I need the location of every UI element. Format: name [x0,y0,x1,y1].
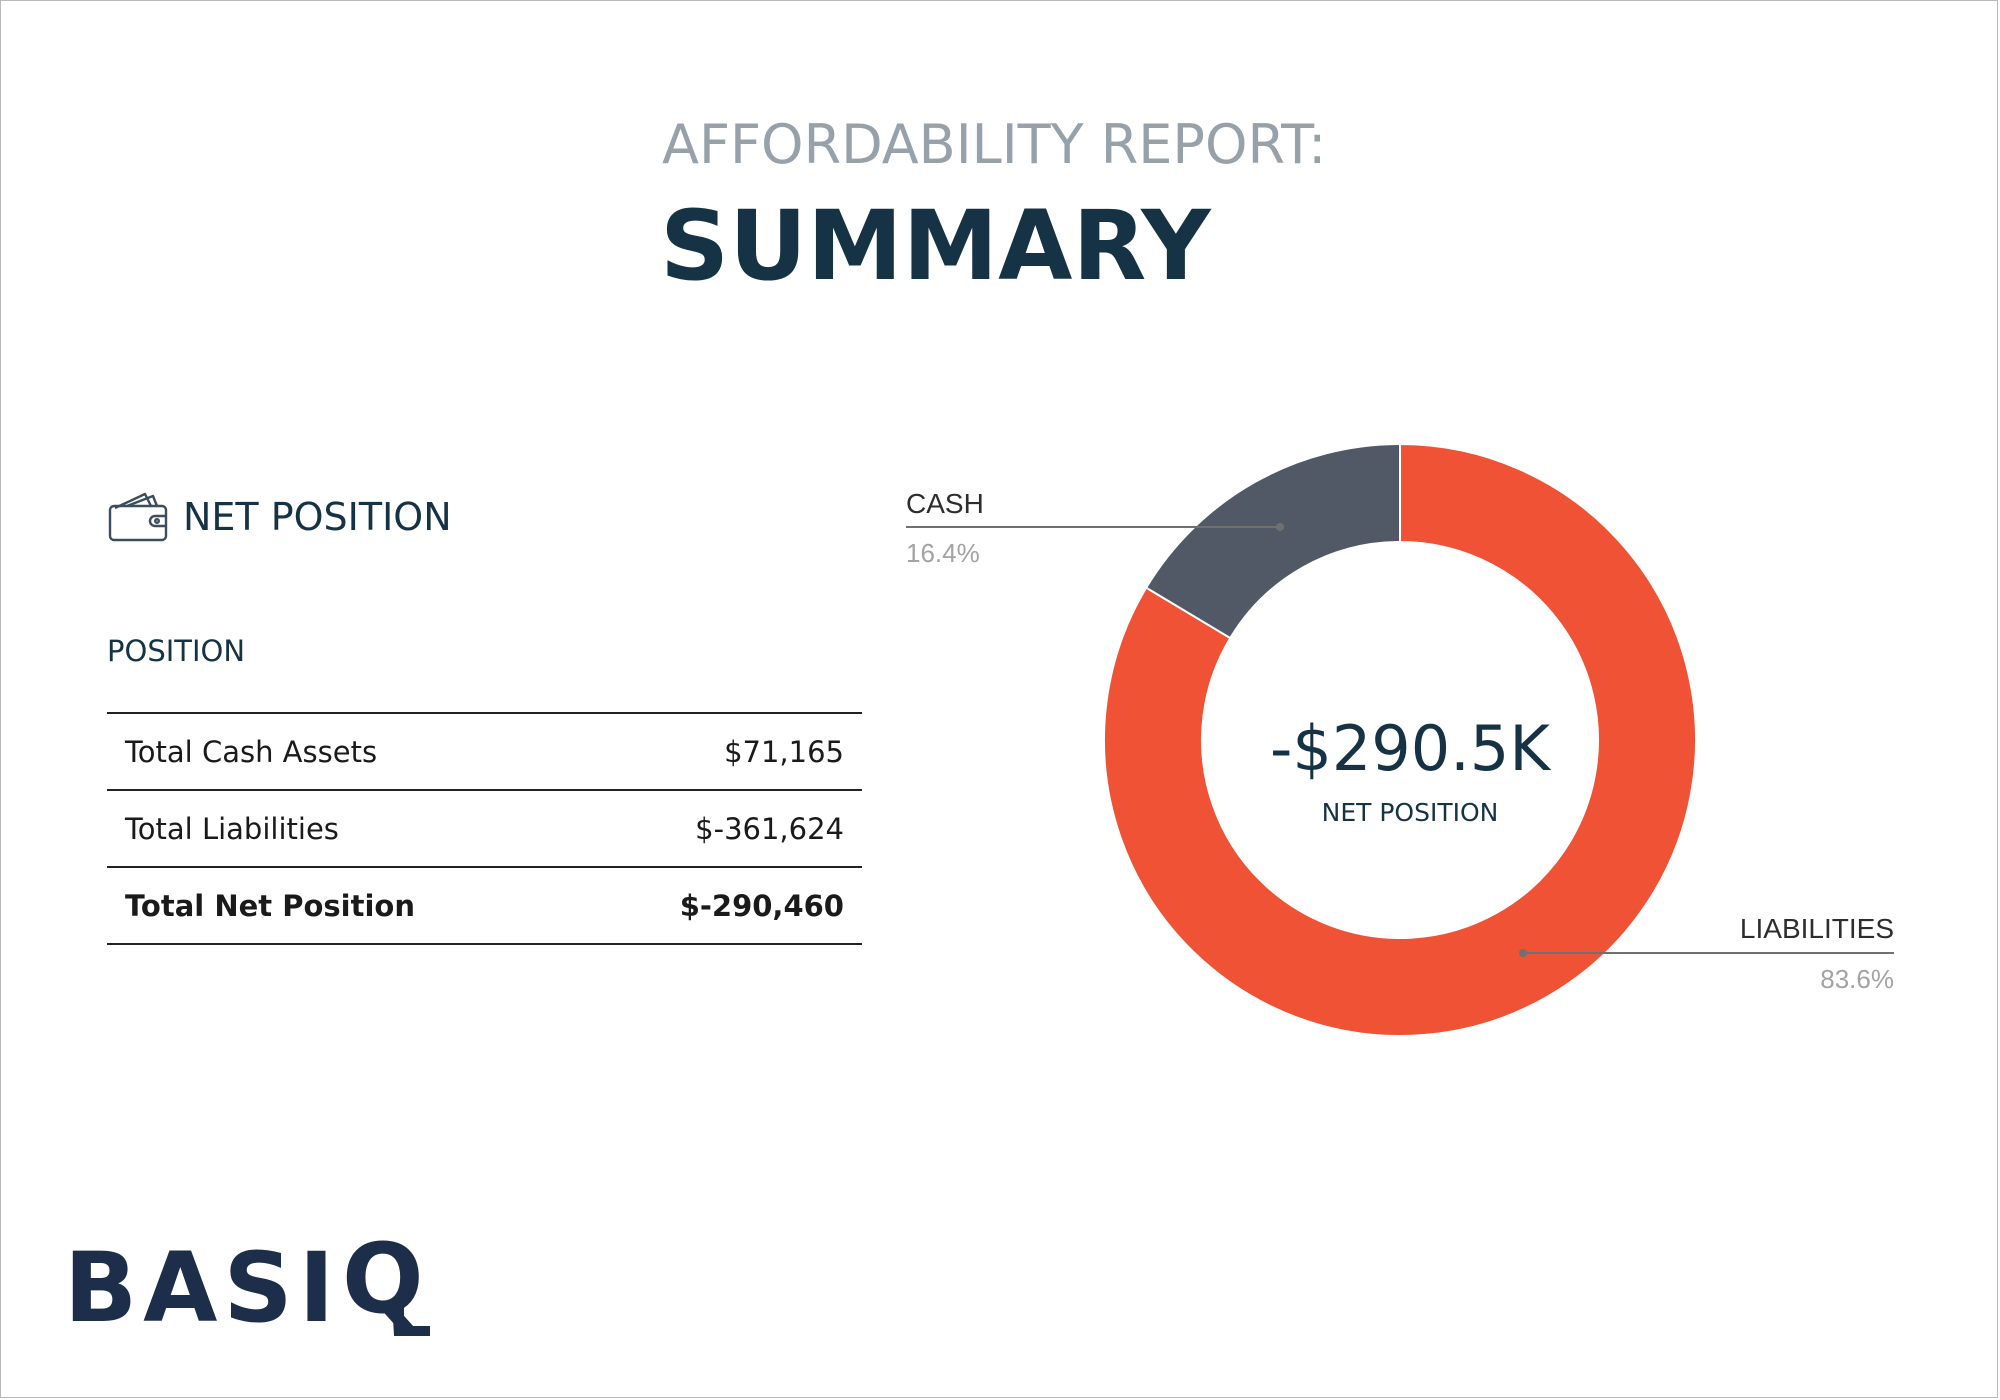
donut-slice-cash [1144,442,1401,640]
donut-center-value: -$290.5K [1270,712,1550,785]
donut-slice-liabilities [1103,442,1697,1037]
page-title: SUMMARY [660,190,1211,302]
wallet-icon [108,492,168,542]
row-label: Total Liabilities [125,811,339,846]
row-value: $-290,460 [679,888,844,923]
liabilities-callout-label: LIABILITIES [1739,913,1894,944]
cash-leader-line-dot [1276,523,1284,531]
section-title: NET POSITION [183,495,452,539]
position-table: Total Cash Assets $71,165 Total Liabilit… [107,712,862,945]
cash-callout-percent: 16.4% [906,538,980,568]
section-heading: NET POSITION [107,490,452,544]
basiq-logo: BASI Q [64,1226,436,1336]
table-row: Total Liabilities $-361,624 [107,791,862,868]
liabilities-leader-line-dot [1519,949,1527,957]
row-label: Total Cash Assets [125,734,378,769]
report-subtitle: AFFORDABILITY REPORT: [662,113,1327,176]
logo-wordmark: BASI [64,1232,341,1344]
cash-callout-label: CASH [906,488,984,519]
row-label: Total Net Position [125,888,415,923]
donut-center-label: NET POSITION [1321,798,1499,827]
position-subheading: POSITION [107,634,246,668]
row-value: $71,165 [724,734,844,769]
logo-q-letter: Q [342,1226,424,1335]
liabilities-callout-percent: 83.6% [1820,964,1894,994]
logo-q-mark: Q [342,1226,431,1336]
table-row: Total Cash Assets $71,165 [107,714,862,791]
table-row-total: Total Net Position $-290,460 [107,868,862,945]
row-value: $-361,624 [695,811,844,846]
